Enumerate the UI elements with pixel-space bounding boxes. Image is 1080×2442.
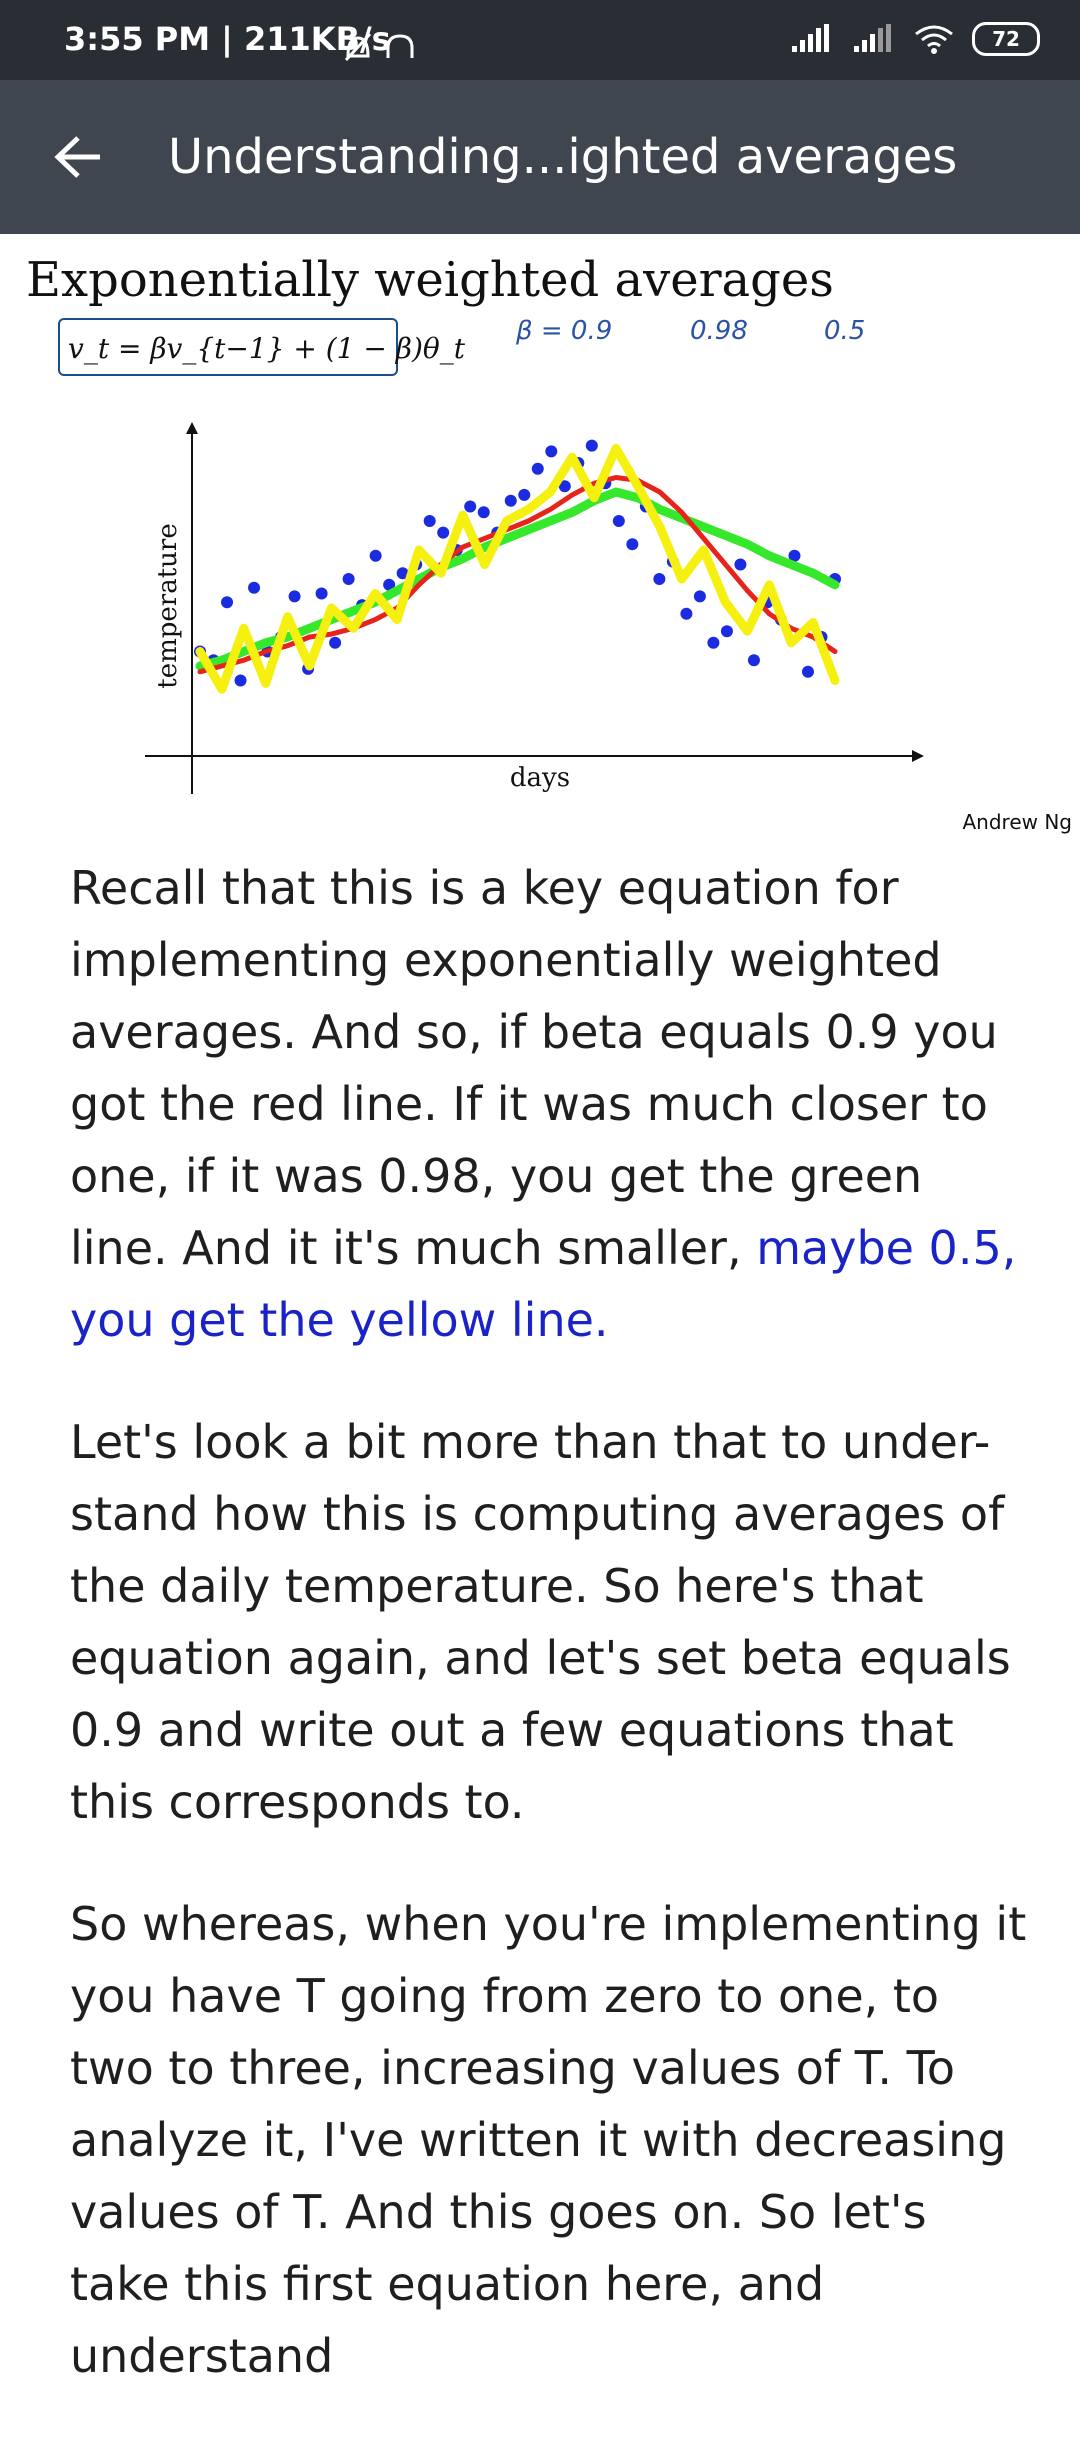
wifi-icon: [915, 25, 953, 54]
series-line-0: [197, 475, 838, 675]
status-time: 3:55 PM | 211KB/s: [64, 20, 391, 58]
data-point: [288, 590, 301, 603]
note-098: 0.98: [690, 316, 748, 346]
transcript-current-sentence[interactable]: maybe 0.5, you get the yellow line.: [70, 1221, 1017, 1347]
signal-icon: [792, 24, 829, 52]
data-point: [396, 567, 409, 580]
data-point: [464, 500, 477, 513]
data-point: [707, 636, 720, 649]
data-point: [612, 515, 625, 527]
y-axis-label: temperature: [153, 523, 183, 688]
transcript-paragraph-1: Recall that this is a key equation for i…: [70, 852, 1030, 1356]
data-point: [383, 578, 396, 591]
data-point: [504, 494, 517, 507]
data-point: [720, 625, 733, 638]
data-point: [437, 526, 450, 539]
data-point: [518, 488, 531, 501]
formula: v_t = βv_{t−1} + (1 − β)θ_t: [58, 318, 465, 376]
x-axis-label: days: [510, 763, 570, 793]
data-point: [342, 573, 355, 585]
mute-alarm-headphone-icons: [344, 32, 414, 62]
transcript: Recall that this is a key equation for i…: [70, 852, 1030, 2442]
data-point: [221, 596, 234, 609]
data-point: [234, 674, 247, 687]
status-icons: 72: [790, 22, 1040, 56]
data-point: [801, 665, 814, 678]
data-point: [626, 538, 639, 551]
data-point: [585, 439, 598, 452]
x-axis-arrow: [912, 750, 924, 762]
battery-icon: 72: [972, 22, 1040, 56]
author-credit: Andrew Ng: [962, 810, 1072, 834]
note-beta-09: β = 0.9: [516, 316, 613, 346]
data-point: [369, 549, 382, 562]
data-point: [315, 587, 328, 600]
data-point: [423, 515, 436, 527]
temperature-chart: days temperature: [145, 422, 924, 794]
status-bar: 3:55 PM | 211KB/s 72: [0, 0, 1080, 80]
y-axis-arrow: [186, 422, 198, 434]
arrow-left-icon: [54, 136, 100, 178]
page-title: Understanding...ighted averages: [168, 129, 958, 185]
data-point: [680, 607, 693, 620]
lecture-slide: Exponentially weighted averages v_t = βv…: [0, 234, 1080, 844]
slide-title: Exponentially weighted averages: [26, 252, 834, 308]
data-point: [531, 462, 544, 475]
data-point: [558, 480, 571, 493]
data-point: [329, 636, 342, 649]
series-line-2: [195, 444, 840, 694]
transcript-text[interactable]: Recall that this is a key equation for i…: [70, 861, 998, 1275]
data-point: [545, 445, 558, 458]
data-point: [477, 506, 490, 519]
note-05: 0.5: [824, 316, 866, 346]
series-line-1: [195, 487, 840, 671]
data-point: [747, 654, 760, 667]
signal-icon-2: [854, 24, 891, 52]
back-button[interactable]: [40, 118, 118, 196]
data-point: [788, 549, 801, 562]
data-point: [693, 590, 706, 603]
data-point: [734, 558, 747, 571]
data-point: [653, 573, 666, 585]
app-bar: Understanding...ighted averages: [0, 80, 1080, 234]
data-point: [248, 581, 261, 594]
transcript-paragraph-3[interactable]: So whereas, when you're implementing it …: [70, 1897, 1027, 2383]
transcript-paragraph-2[interactable]: Let's look a bit more than that to under…: [70, 1415, 1011, 1829]
